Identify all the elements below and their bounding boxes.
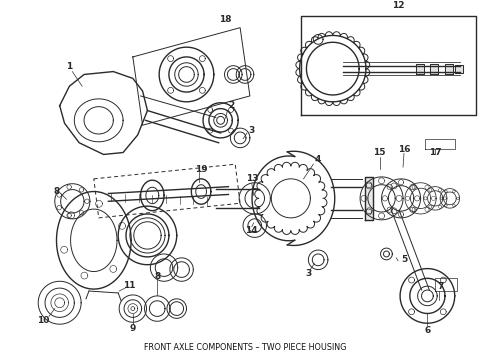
Text: 9: 9 [130, 324, 136, 333]
Text: 6: 6 [424, 325, 431, 334]
Text: 13: 13 [245, 174, 258, 183]
Polygon shape [300, 16, 476, 116]
Polygon shape [455, 65, 463, 72]
Polygon shape [430, 64, 438, 73]
Text: 15: 15 [373, 148, 386, 157]
Text: 2: 2 [228, 101, 235, 110]
Text: 3: 3 [305, 269, 312, 278]
Text: 19: 19 [195, 165, 207, 174]
Text: 10: 10 [37, 316, 49, 325]
Text: 18: 18 [219, 15, 232, 24]
Text: 11: 11 [123, 281, 136, 290]
Text: 17: 17 [429, 148, 441, 157]
Text: 8: 8 [154, 272, 160, 281]
Text: 14: 14 [245, 226, 258, 235]
Text: 12: 12 [392, 1, 404, 10]
Text: 3: 3 [248, 126, 254, 135]
Text: 7: 7 [437, 282, 443, 291]
Text: 16: 16 [398, 145, 410, 154]
Polygon shape [365, 177, 373, 220]
Polygon shape [416, 64, 423, 73]
Text: 5: 5 [401, 255, 407, 264]
Text: FRONT AXLE COMPONENTS – TWO PIECE HOUSING: FRONT AXLE COMPONENTS – TWO PIECE HOUSIN… [144, 343, 346, 352]
Text: 4: 4 [315, 155, 321, 164]
Text: 1: 1 [66, 62, 73, 71]
Polygon shape [445, 64, 453, 73]
Text: 8: 8 [53, 187, 60, 196]
